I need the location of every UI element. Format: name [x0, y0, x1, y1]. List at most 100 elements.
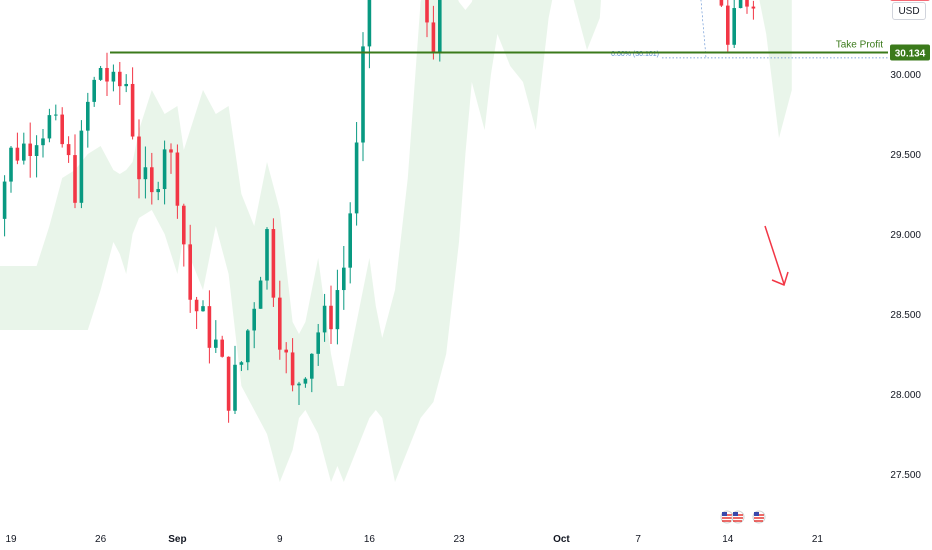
candle-body: [137, 136, 141, 180]
candle-body: [201, 306, 205, 312]
candle-body: [425, 0, 429, 23]
candle-body: [41, 138, 45, 146]
candle-body: [28, 143, 32, 156]
candle-body: [54, 114, 58, 116]
candle-body: [79, 130, 84, 203]
candle-body: [92, 79, 96, 102]
candle-body: [111, 71, 116, 82]
candle-body: [265, 229, 269, 281]
time-tick-label: 23: [453, 534, 465, 545]
cloud-area: [0, 0, 792, 482]
candle-body: [348, 213, 352, 268]
price-tick-label: 29.000: [890, 230, 921, 241]
candle-body: [66, 144, 71, 156]
price-tick-label: 30.000: [890, 70, 921, 81]
candle-body: [258, 280, 263, 309]
ichimoku-cloud: [0, 0, 792, 482]
price-tick-label: 28.000: [890, 390, 921, 401]
candle-body: [438, 0, 442, 53]
trade-levels: Stop LossSell EntryTake Profit: [110, 40, 888, 54]
candle-body: [86, 101, 90, 131]
time-axis[interactable]: 19 26 Sep 9 16 23 Oct 7 14 21: [5, 534, 823, 545]
time-tick-label: Oct: [553, 534, 570, 545]
candle-body: [47, 115, 52, 139]
currency-button[interactable]: USD: [892, 2, 926, 20]
candle-body: [169, 149, 173, 153]
current-price-tag: [890, 0, 930, 1]
time-tick-label: Sep: [168, 534, 186, 545]
candle-body: [361, 46, 365, 143]
candle-body: [732, 8, 736, 45]
time-tick-label: 21: [812, 534, 824, 545]
candle-body: [284, 349, 288, 353]
candle-body: [738, 0, 743, 9]
candle-body: [297, 383, 301, 386]
time-tick-label: 26: [95, 534, 107, 545]
candle-body: [354, 142, 359, 214]
candle-body: [335, 290, 340, 330]
us-flag-icon[interactable]: [731, 510, 745, 524]
candle-body: [431, 22, 436, 53]
fib-trend-line: [700, 0, 707, 58]
candle-body: [156, 189, 160, 193]
candle-body: [98, 67, 103, 80]
candle-body: [162, 149, 167, 190]
candle-body: [726, 5, 730, 45]
candle-body: [303, 378, 308, 384]
economic-events[interactable]: [720, 510, 766, 524]
candle-body: [220, 339, 224, 357]
candle-body: [34, 145, 39, 156]
candle-body: [143, 167, 148, 180]
candle-body: [60, 114, 64, 145]
time-tick-label: 16: [364, 534, 376, 545]
take-profit-label: Take Profit: [836, 40, 883, 51]
candle-body: [239, 362, 244, 365]
candle-body: [188, 244, 192, 300]
candle-body: [367, 0, 372, 47]
candle-body: [214, 339, 218, 348]
candle-body: [124, 83, 128, 87]
candle-body: [182, 205, 186, 245]
time-tick-label: 7: [635, 534, 641, 545]
candle-body: [175, 152, 180, 206]
price-tags: 31.79231.12730.50830.134: [890, 0, 930, 61]
candle-body: [207, 306, 212, 348]
candle-body: [194, 299, 199, 312]
candle-body: [322, 305, 327, 333]
price-tick-label: 28.500: [890, 310, 921, 321]
candle-body: [310, 353, 314, 379]
candle-body: [105, 67, 109, 82]
price-tick-label: 29.500: [890, 150, 921, 161]
candle-body: [130, 83, 135, 137]
candle-body: [751, 6, 756, 9]
candle-body: [2, 181, 7, 219]
time-tick-label: 19: [5, 534, 17, 545]
candle-body: [290, 352, 295, 386]
candle-body: [271, 229, 276, 298]
candle-body: [150, 167, 154, 193]
candle-body: [278, 297, 282, 350]
candle-body: [329, 305, 333, 330]
price-tick-label: 27.500: [890, 470, 921, 481]
candle-body: [73, 155, 77, 203]
candle-body: [719, 0, 724, 6]
us-flag-icon[interactable]: [752, 510, 766, 524]
time-tick-label: 14: [722, 534, 734, 545]
candle-body: [342, 267, 346, 291]
candle-body: [22, 143, 26, 161]
take-profit-price-tag: [890, 44, 930, 61]
candle-body: [15, 147, 20, 161]
candle-body: [316, 332, 320, 354]
price-axis[interactable]: 27.50028.00028.50029.00029.50030.00030.5…: [890, 0, 921, 481]
us-flag-icon[interactable]: [720, 510, 734, 524]
fibonacci-retracement: 100.00% (32.957)38.20% (31.192)0.00% (30…: [611, 0, 888, 59]
candle-body: [745, 0, 749, 7]
candle-body: [9, 147, 13, 182]
candle-body: [246, 330, 250, 363]
candle-body: [233, 364, 237, 411]
take-profit-price-tag-text: 30.134: [895, 49, 926, 60]
down-arrow-annotation: [764, 225, 789, 287]
candlestick-series: [2, 0, 756, 423]
candle-body: [118, 71, 122, 87]
